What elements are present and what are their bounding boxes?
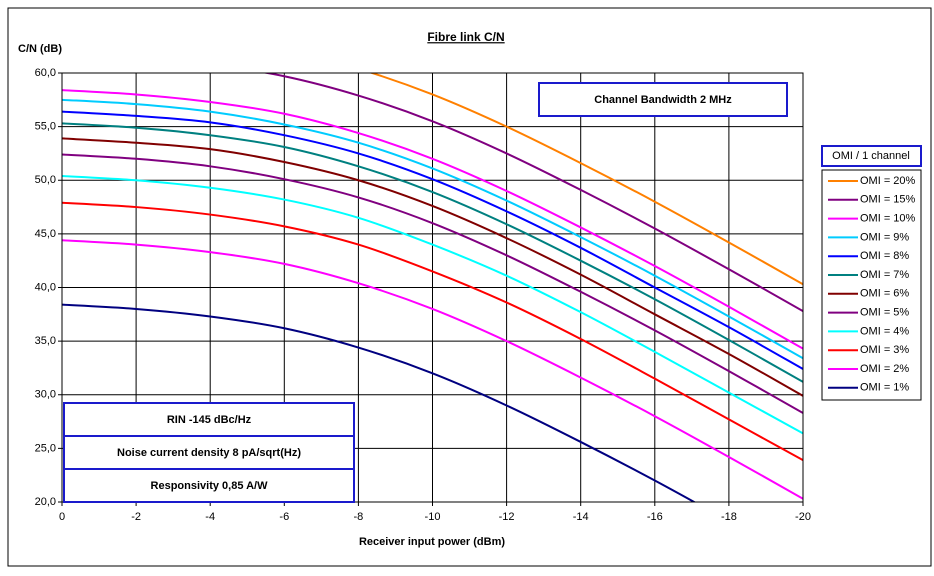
legend-label: OMI = 1% (860, 382, 909, 394)
y-tick-label: 20,0 (35, 496, 56, 508)
legend-entries: OMI = 20% OMI = 15% OMI = 10% OMI = 9% OMI =… (828, 175, 916, 394)
series-line (62, 239, 803, 500)
x-tick-label: -20 (795, 511, 811, 523)
series-line (62, 122, 803, 383)
x-tick-label: -6 (279, 511, 289, 523)
y-tick-label: 55,0 (35, 121, 56, 133)
x-tick-label: -8 (354, 511, 364, 523)
x-tick-label: -2 (131, 511, 141, 523)
y-tick-label: 40,0 (35, 281, 56, 293)
y-axis-title: C/N (dB) (18, 43, 62, 55)
plot-frame (61, 72, 804, 503)
series-line (62, 201, 803, 462)
legend-label: OMI = 6% (860, 288, 909, 300)
series-line (62, 89, 803, 350)
legend-label: OMI = 20% (860, 175, 916, 187)
chart-title: Fibre link C/N (427, 30, 504, 44)
y-tick-label: 25,0 (35, 442, 56, 454)
legend (821, 169, 922, 401)
x-tick-label: -14 (573, 511, 589, 523)
y-tick-label: 45,0 (35, 228, 56, 240)
x-tick-label: 0 (59, 511, 65, 523)
legend-label: OMI = 9% (860, 231, 909, 243)
x-tick-label: -4 (205, 511, 215, 523)
legend-label: OMI = 10% (860, 213, 916, 225)
plot-lines (62, 73, 803, 502)
legend-label: OMI = 15% (860, 194, 916, 206)
annotation: Responsivity 0,85 A/W (151, 480, 269, 492)
x-tick-label: -10 (425, 511, 441, 523)
series-line (62, 98, 803, 360)
annotation-box (63, 468, 355, 503)
series-line (62, 303, 697, 502)
series-line (261, 73, 803, 312)
y-tick-label: 50,0 (35, 174, 56, 186)
annotation-box (63, 435, 355, 470)
y-tick-label: 30,0 (35, 389, 56, 401)
annotation: RIN -145 dBc/Hz (167, 414, 252, 426)
y-tick-label: 35,0 (35, 335, 56, 347)
x-tick-label: -18 (721, 511, 737, 523)
series-line (368, 73, 803, 286)
legend-label: OMI = 8% (860, 250, 909, 262)
series-line (62, 110, 803, 370)
x-axis-title: Receiver input power (dBm) (359, 536, 505, 548)
legend-title: OMI / 1 channel (832, 150, 910, 162)
annotation: Channel Bandwidth 2 MHz (594, 94, 732, 106)
x-tick-label: -12 (499, 511, 515, 523)
legend-label: OMI = 3% (860, 344, 909, 356)
series-line (62, 137, 803, 397)
series-line (62, 153, 803, 414)
legend-label: OMI = 2% (860, 363, 909, 375)
series-line (62, 174, 803, 435)
legend-label: OMI = 7% (860, 269, 909, 281)
legend-title-box (821, 145, 922, 167)
x-tick-label: -16 (647, 511, 663, 523)
annotation-box (538, 82, 788, 117)
legend-label: OMI = 5% (860, 307, 909, 319)
legend-label: OMI = 4% (860, 325, 909, 337)
annotation: Noise current density 8 pA/sqrt(Hz) (117, 447, 301, 459)
y-tick-label: 60,0 (35, 67, 56, 79)
